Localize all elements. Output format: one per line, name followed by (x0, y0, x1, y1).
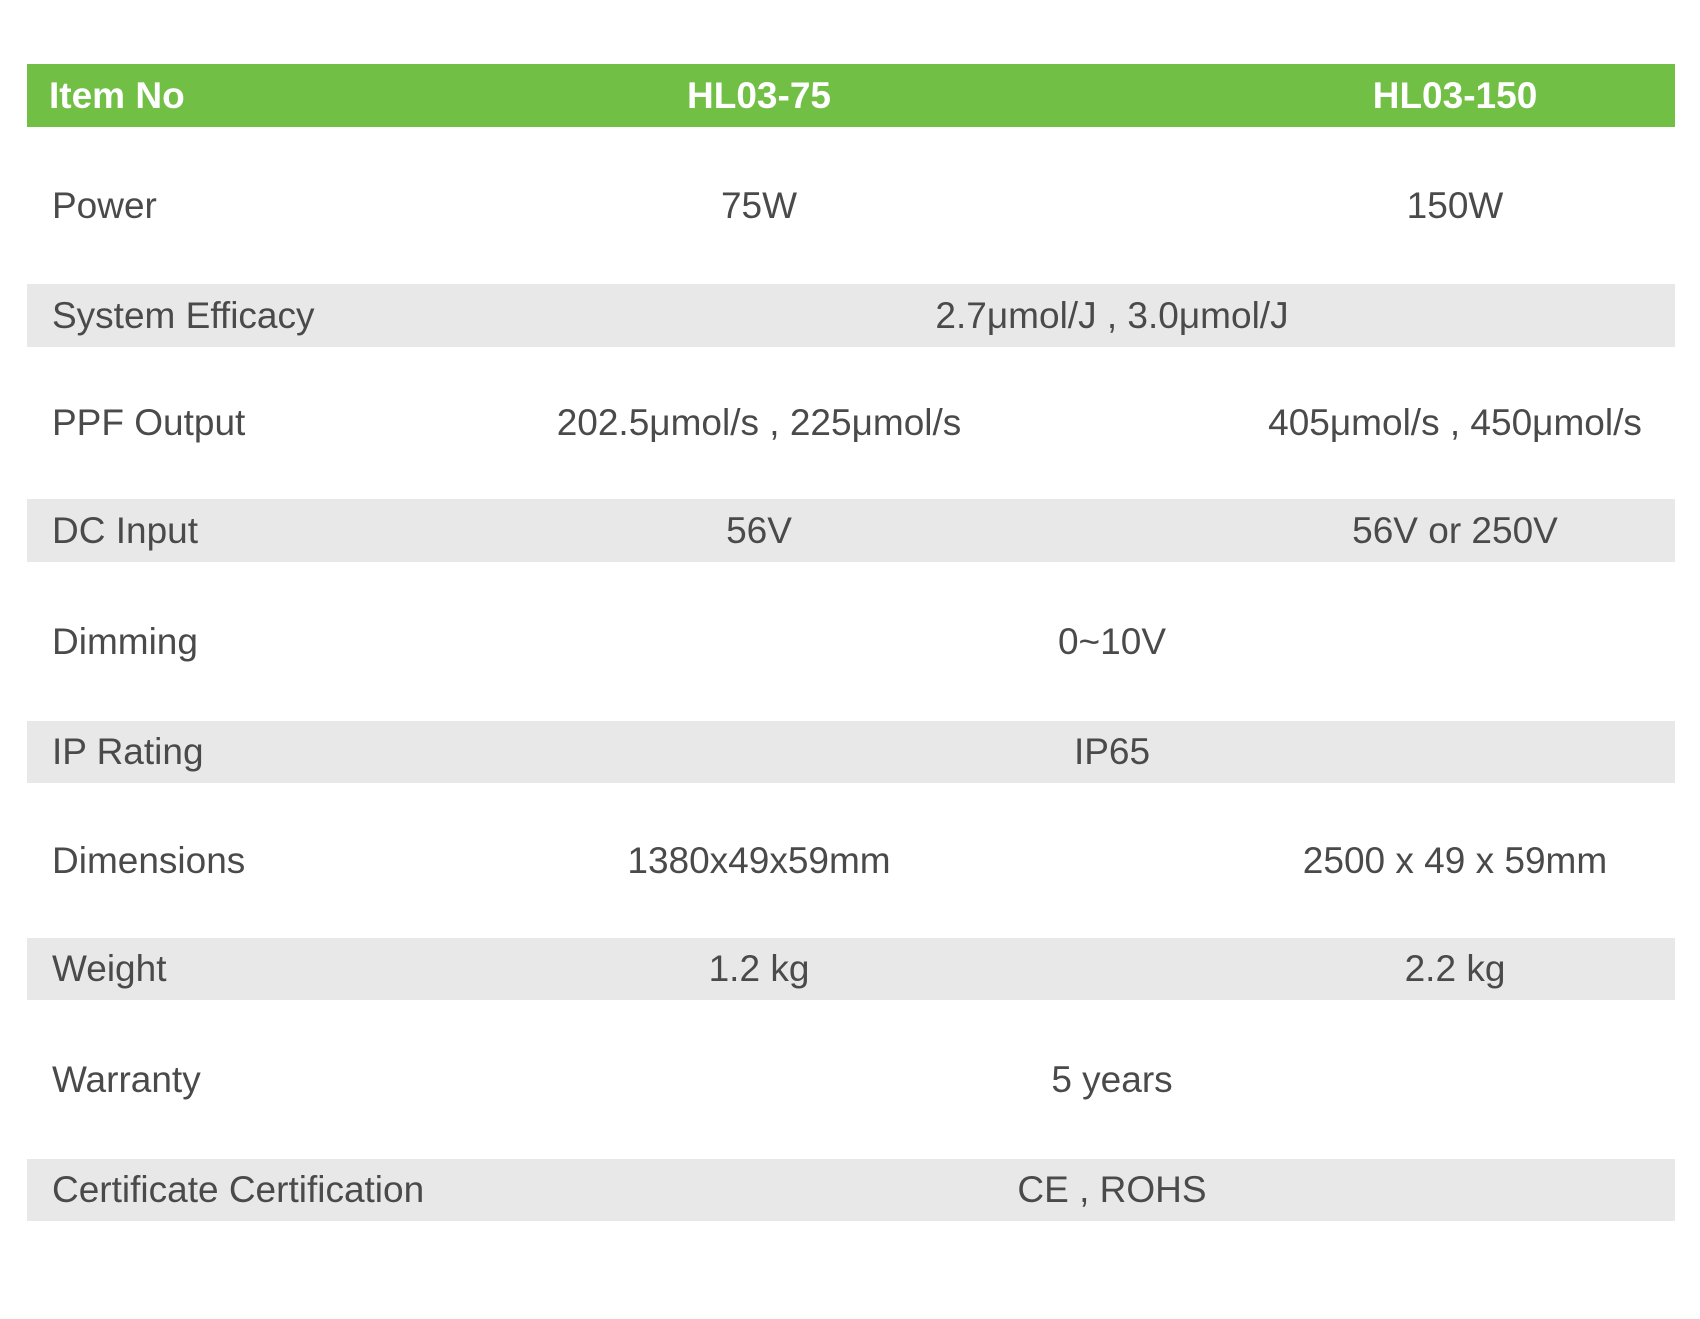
value-hl03-75: 1.2 kg (708, 948, 810, 989)
header-model-75: HL03-75 (687, 74, 831, 116)
table-row: DC Input 56V 56V or 250V (27, 499, 1675, 562)
table-row: Dimming 0~10V (27, 562, 1675, 721)
table-row: Dimensions 1380x49x59mm 2500 x 49 x 59mm (27, 783, 1675, 938)
value-hl03-150: 150W (1406, 184, 1504, 226)
row-value: 5 years (1051, 1058, 1173, 1100)
row-label: Dimensions (52, 839, 246, 881)
value-hl03-75: 202.5μmol/s , 225μmol/s (556, 402, 962, 443)
table-row: Weight 1.2 kg 2.2 kg (27, 938, 1675, 1000)
value-hl03-75: 75W (720, 184, 798, 226)
table-header: Item No HL03-75 HL03-150 (27, 64, 1675, 127)
row-value: 0~10V (1057, 620, 1167, 662)
header-model-150: HL03-150 (1372, 74, 1538, 116)
row-label: DC Input (52, 509, 199, 551)
table-row: Certificate Certification CE , ROHS (27, 1159, 1675, 1221)
value-hl03-75: 1380x49x59mm (627, 839, 891, 881)
row-label: PPF Output (52, 402, 246, 443)
table-row: PPF Output 202.5μmol/s , 225μmol/s 405μmol… (27, 347, 1675, 499)
row-label: Weight (52, 948, 167, 989)
row-label: Warranty (52, 1058, 201, 1100)
value-hl03-75: 56V (726, 509, 792, 551)
row-label: Power (52, 184, 157, 226)
row-value: 2.7μmol/J , 3.0μmol/J (935, 294, 1289, 336)
row-label: System Efficacy (52, 294, 315, 336)
table-row: Power 75W 150W (27, 127, 1675, 284)
table-row: IP Rating IP65 (27, 721, 1675, 783)
row-label: Dimming (52, 620, 198, 662)
row-value: IP65 (1073, 731, 1151, 772)
header-label: Item No (49, 74, 185, 116)
value-hl03-150: 56V or 250V (1352, 509, 1558, 551)
value-hl03-150: 2.2 kg (1404, 948, 1506, 989)
row-label: Certificate Certification (52, 1169, 425, 1210)
table-row: System Efficacy 2.7μmol/J , 3.0μmol/J (27, 284, 1675, 347)
row-label: IP Rating (52, 731, 204, 772)
value-hl03-150: 405μmol/s , 450μmol/s (1268, 402, 1642, 443)
value-hl03-150: 2500 x 49 x 59mm (1302, 839, 1608, 881)
table-row: Warranty 5 years (27, 1000, 1675, 1159)
row-value: CE , ROHS (1017, 1169, 1207, 1210)
